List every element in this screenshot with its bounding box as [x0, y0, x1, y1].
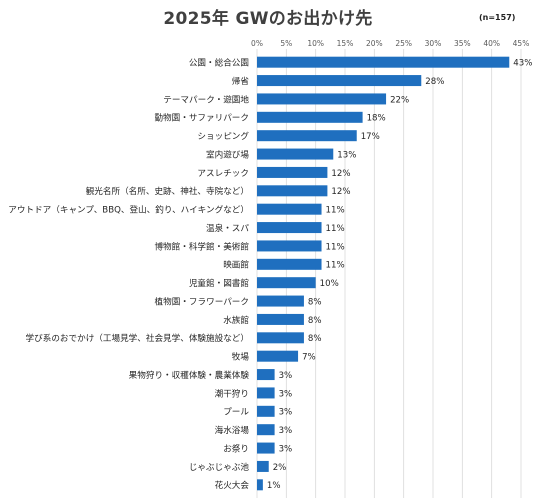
value-label: 11%: [326, 261, 345, 271]
value-label: 17%: [361, 132, 380, 142]
value-label: 18%: [367, 114, 386, 124]
bar: [257, 111, 363, 123]
category-label: 植物園・フラワーパーク: [155, 295, 249, 307]
x-tick-label: 40%: [483, 39, 500, 48]
category-label: ショッピング: [197, 130, 249, 142]
category-label: アウトドア（キャンプ、BBQ、登山、釣り、ハイキングなど）: [8, 204, 249, 216]
value-label: 22%: [390, 95, 409, 105]
bar: [257, 258, 322, 270]
category-label: 海水浴場: [215, 424, 250, 436]
x-tick-label: 15%: [337, 39, 354, 48]
value-label: 3%: [279, 408, 293, 418]
bar: [257, 222, 322, 234]
value-label: 1%: [267, 481, 281, 491]
category-label: 児童館・図書館: [189, 277, 249, 289]
value-label: 12%: [331, 169, 350, 179]
x-tick-label: 30%: [425, 39, 442, 48]
bar: [257, 313, 304, 325]
category-label: 潮干狩り: [215, 387, 249, 399]
category-label: 花火大会: [215, 479, 250, 491]
bar: [257, 332, 304, 344]
x-tick-label: 5%: [280, 39, 292, 48]
bar: [257, 460, 269, 472]
value-label: 8%: [308, 316, 322, 326]
bar: [257, 424, 275, 436]
category-label: 室内遊び場: [206, 148, 249, 160]
bar: [257, 295, 304, 307]
bar: [257, 75, 422, 87]
bar: [257, 350, 299, 362]
category-label: 公園・総合公園: [189, 57, 249, 69]
category-label: お祭り: [223, 442, 249, 454]
bar: [257, 93, 387, 105]
bar: [257, 240, 322, 252]
value-label: 13%: [337, 150, 356, 160]
value-label: 11%: [326, 206, 345, 216]
value-label: 7%: [302, 353, 316, 363]
chart-title: 2025年 GWのお出かけ先: [163, 9, 373, 29]
category-label: 学び系のおでかけ（工場見学、社会見学、体験施設など）: [26, 332, 249, 344]
value-label: 43%: [513, 59, 532, 69]
value-label: 12%: [331, 187, 350, 197]
value-label: 11%: [326, 224, 345, 234]
category-label: プール: [223, 407, 249, 418]
category-label: 映画館: [223, 259, 249, 271]
category-label: 博物館・科学館・美術館: [154, 240, 249, 252]
category-label: じゃぶじゃぶ池: [189, 461, 250, 473]
x-tick-label: 45%: [513, 39, 530, 48]
bar: [257, 166, 328, 178]
bar: [257, 442, 275, 454]
value-label: 8%: [308, 297, 322, 307]
value-label: 8%: [308, 334, 322, 344]
x-tick-label: 10%: [307, 39, 324, 48]
category-label: アスレチック: [197, 168, 249, 179]
category-label: 帰省: [232, 75, 250, 87]
category-label: 牧場: [232, 351, 250, 363]
bar: [257, 387, 275, 399]
value-label: 3%: [279, 426, 293, 436]
x-tick-label: 35%: [454, 39, 471, 48]
value-label: 2%: [273, 463, 287, 473]
category-label: 温泉・スパ: [206, 222, 249, 234]
value-label: 10%: [320, 279, 339, 289]
value-label: 3%: [279, 371, 293, 381]
value-label: 11%: [326, 242, 345, 252]
bar: [257, 185, 328, 197]
value-label: 3%: [279, 444, 293, 454]
category-label: 動物園・サファリパーク: [154, 112, 249, 124]
x-tick-label: 20%: [366, 39, 383, 48]
category-label: 水族館: [223, 314, 249, 326]
value-label: 28%: [425, 77, 444, 87]
bar: [257, 277, 316, 289]
bar: [257, 130, 357, 142]
sample-size-note: (n=157): [479, 13, 516, 22]
category-label: テーマパーク・遊園地: [163, 93, 249, 105]
x-tick-label: 25%: [395, 39, 412, 48]
bar: [257, 479, 263, 491]
bar: [257, 203, 322, 215]
value-label: 3%: [279, 389, 293, 399]
category-label: 果物狩り・収穫体験・農業体験: [129, 369, 250, 381]
bar: [257, 405, 275, 417]
category-label: 観光名所（名所、史跡、神社、寺院など）: [86, 185, 249, 197]
bar: [257, 56, 510, 68]
bar: [257, 148, 334, 160]
bar: [257, 369, 275, 381]
x-tick-label: 0%: [251, 39, 263, 48]
